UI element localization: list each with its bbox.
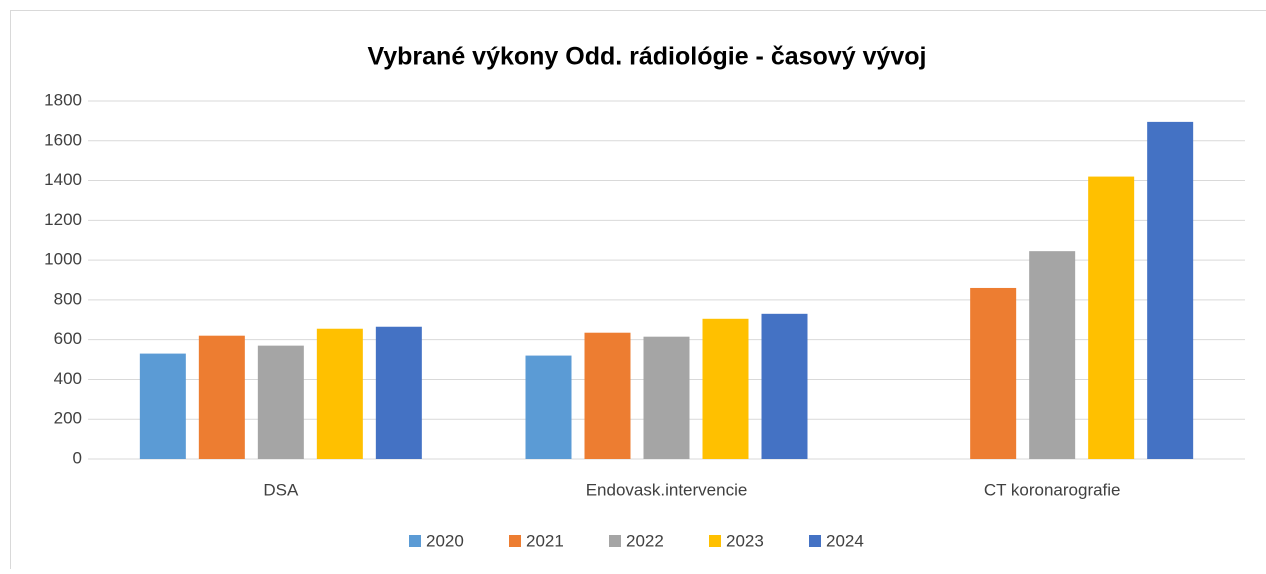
y-tick-label: 1200 <box>44 210 82 229</box>
y-tick-label: 0 <box>73 448 82 467</box>
bar <box>258 346 304 459</box>
y-tick-label: 800 <box>54 289 82 308</box>
y-tick-label: 1000 <box>44 250 82 269</box>
bar <box>703 319 749 459</box>
legend-swatch <box>509 535 521 547</box>
bar <box>970 288 1016 459</box>
legend-swatch <box>809 535 821 547</box>
bar <box>376 327 422 459</box>
bar <box>585 333 631 459</box>
legend-label: 2020 <box>426 531 464 550</box>
legend-label: 2022 <box>626 531 664 550</box>
x-tick-label: DSA <box>263 480 299 499</box>
legend-label: 2024 <box>826 531 864 550</box>
bar <box>199 336 245 459</box>
bar <box>644 337 690 459</box>
bar <box>526 356 572 459</box>
legend-label: 2023 <box>726 531 764 550</box>
bar <box>317 329 363 459</box>
x-tick-label: Endovask.intervencie <box>586 480 748 499</box>
legend-label: 2021 <box>526 531 564 550</box>
legend-swatch <box>409 535 421 547</box>
legend-swatch <box>709 535 721 547</box>
bar <box>1147 122 1193 459</box>
chart-title: Vybrané výkony Odd. rádiológie - časový … <box>368 43 927 71</box>
y-tick-label: 400 <box>54 369 82 388</box>
y-tick-label: 1400 <box>44 170 82 189</box>
y-tick-label: 200 <box>54 409 82 428</box>
y-tick-label: 1600 <box>44 130 82 149</box>
bar <box>1088 177 1134 459</box>
y-tick-label: 600 <box>54 329 82 348</box>
legend-swatch <box>609 535 621 547</box>
y-tick-label: 1800 <box>44 90 82 109</box>
bar <box>1029 251 1075 459</box>
bar <box>762 314 808 459</box>
x-tick-label: CT koronarografie <box>984 480 1121 499</box>
bar <box>140 354 186 459</box>
